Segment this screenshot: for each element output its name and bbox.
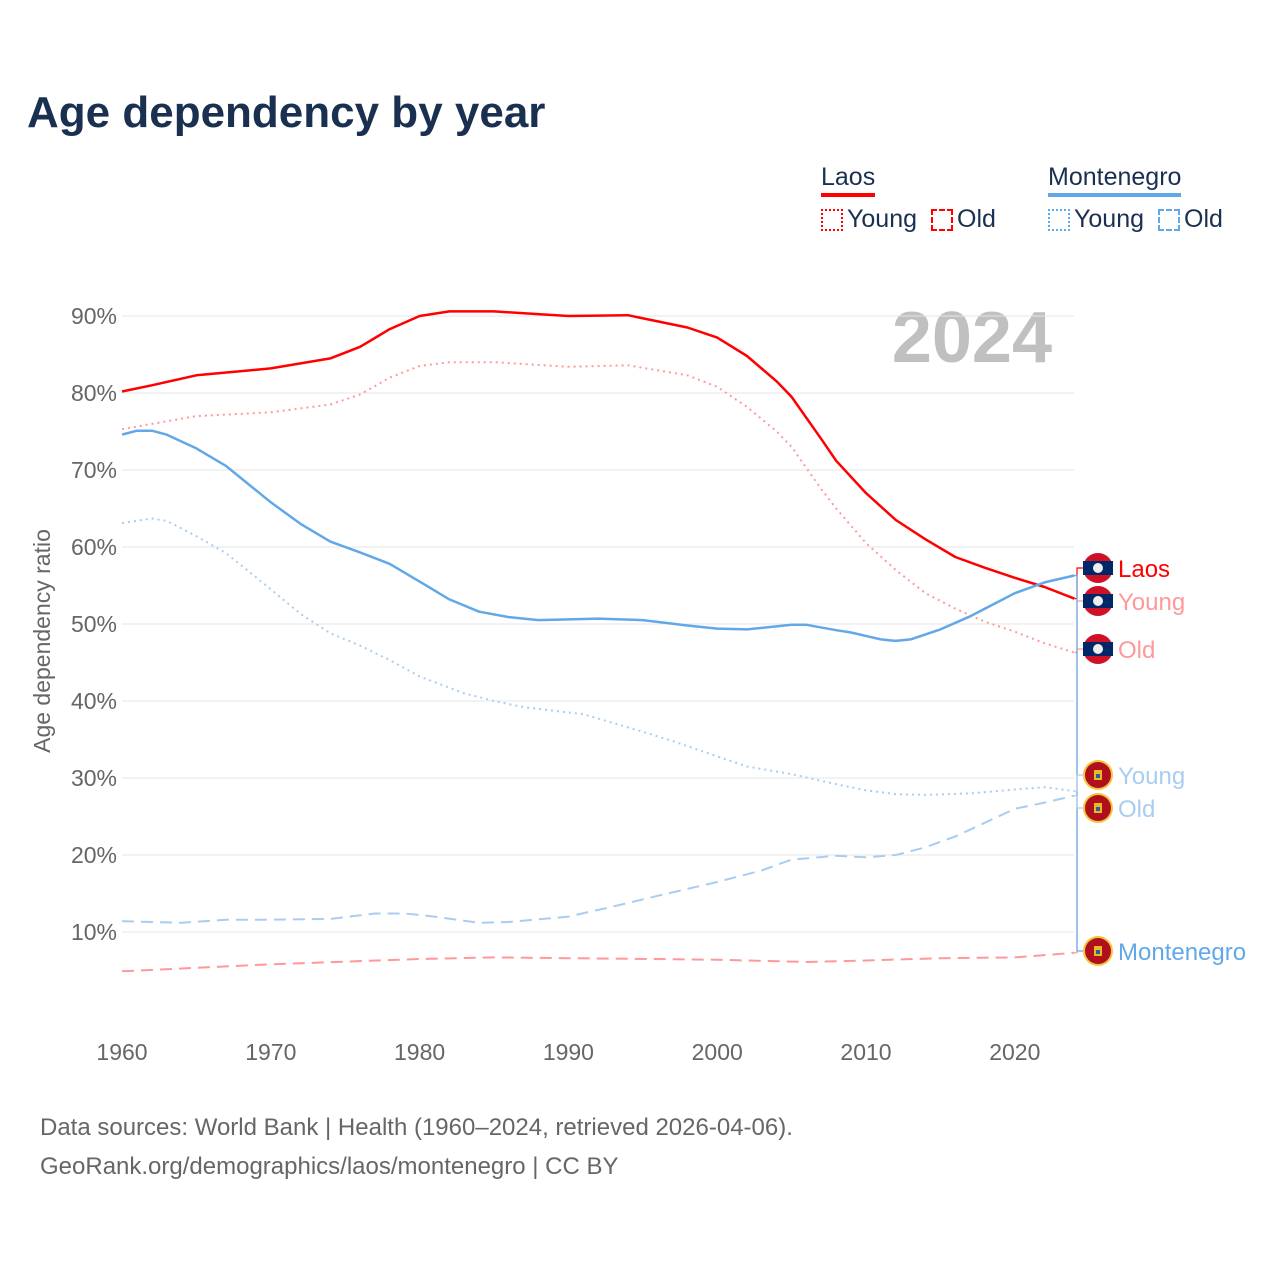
x-tick-label: 1960: [96, 1039, 147, 1065]
y-tick-label: 10%: [71, 919, 117, 945]
series-line-laos: [121, 310, 1075, 600]
flag-moon: [1093, 563, 1103, 573]
legend-montenegro-old: Old: [1158, 205, 1223, 234]
legend-montenegro-young: Young: [1048, 205, 1144, 234]
laos-flag-icon: [1083, 586, 1113, 616]
chart-title: Age dependency by year: [27, 88, 546, 137]
y-tick-label: 40%: [71, 688, 117, 714]
y-tick-label: 60%: [71, 534, 117, 560]
y-axis-label: Age dependency ratio: [29, 529, 55, 753]
label-connector: [1074, 567, 1084, 600]
end-label: Young: [1118, 589, 1185, 616]
y-tick-label: 20%: [71, 842, 117, 868]
year-watermark: 2024: [892, 298, 1052, 378]
laos-flag-icon: [1083, 634, 1113, 664]
end-label: Old: [1118, 796, 1155, 823]
label-connector: [1074, 774, 1084, 792]
dotted-swatch-icon: [1048, 208, 1070, 231]
y-tick-label: 80%: [71, 380, 117, 406]
flag-shield: [1096, 950, 1100, 954]
end-label: Old: [1118, 637, 1155, 664]
legend-label: Old: [957, 205, 996, 233]
legend-label: Old: [1184, 205, 1223, 233]
end-label: Laos: [1118, 556, 1170, 583]
series-line-montenegro-young: [121, 517, 1075, 796]
legend-laos-title: Laos: [821, 163, 876, 197]
legend-label: Young: [1074, 205, 1144, 233]
series-line-laos-young: [121, 361, 1075, 654]
x-tick-label: 2020: [989, 1039, 1040, 1065]
legend-laos-old: Old: [931, 205, 996, 234]
legend-label: Young: [847, 205, 917, 233]
montenegro-flag-icon: [1083, 936, 1113, 966]
legend-montenegro: Montenegro Young Old: [1048, 163, 1223, 234]
footer: Data sources: World Bank | Health (1960–…: [40, 1108, 793, 1186]
laos-flag-icon: [1083, 553, 1113, 583]
end-label: Montenegro: [1118, 939, 1246, 966]
data-source-text: Data sources: World Bank | Health (1960–…: [40, 1114, 793, 1141]
x-tick-label: 1980: [394, 1039, 445, 1065]
dashed-swatch-icon: [931, 208, 953, 231]
flag-moon: [1093, 596, 1103, 606]
flag-shield: [1096, 807, 1100, 811]
y-tick-label: 70%: [71, 457, 117, 483]
x-tick-label: 1990: [543, 1039, 594, 1065]
y-tick-label: 30%: [71, 765, 117, 791]
x-tick-label: 2010: [840, 1039, 891, 1065]
x-tick-label: 2000: [692, 1039, 743, 1065]
legend-montenegro-title: Montenegro: [1048, 163, 1182, 197]
label-connector: [1074, 574, 1084, 952]
y-tick-label: 90%: [71, 303, 117, 329]
line-chart: 2024 Age dependency ratio 10% 20% 30% 40% 50…: [29, 298, 1246, 1065]
attribution-link[interactable]: GeoRank.org/demographics/laos/montenegro…: [40, 1153, 619, 1180]
flag-moon: [1093, 644, 1103, 654]
legend-laos-young: Young: [821, 205, 917, 234]
dotted-swatch-icon: [821, 208, 843, 231]
label-connector: [1074, 795, 1084, 809]
flag-shield: [1096, 774, 1100, 778]
series-line-montenegro: [121, 429, 1075, 643]
x-tick-label: 1970: [245, 1039, 296, 1065]
montenegro-flag-icon: [1083, 793, 1113, 823]
label-connector: [1074, 600, 1084, 654]
dashed-swatch-icon: [1158, 208, 1180, 231]
end-label: Young: [1118, 763, 1185, 790]
legend-laos: Laos Young Old: [821, 163, 996, 234]
y-tick-label: 50%: [71, 611, 117, 637]
montenegro-flag-icon: [1083, 760, 1113, 790]
series-line-montenegro-old: [121, 794, 1075, 924]
series-line-laos-old: [121, 951, 1075, 973]
label-connector: [1074, 648, 1084, 954]
